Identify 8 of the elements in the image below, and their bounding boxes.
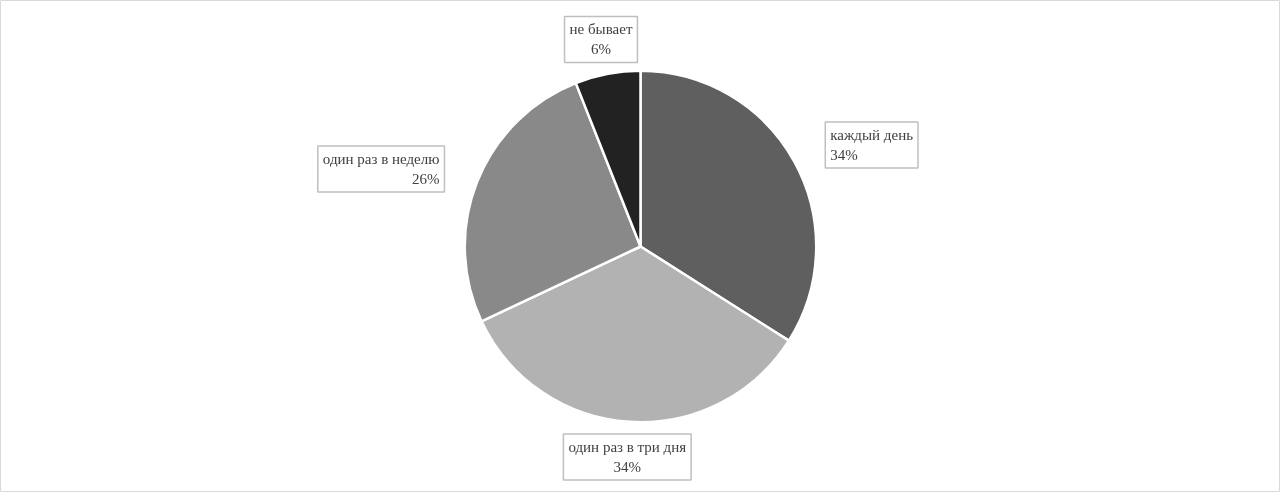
data-label: 34% <box>830 146 858 163</box>
slice-label: каждый день <box>830 126 914 143</box>
slice-label: не бывает <box>569 21 633 38</box>
data-label: 26% <box>411 170 440 187</box>
slice-label: один раз в три дня <box>568 438 687 455</box>
data-label: 34% <box>613 458 642 475</box>
slice-label: один раз в неделю <box>322 150 440 167</box>
data-label: 6% <box>590 41 611 58</box>
